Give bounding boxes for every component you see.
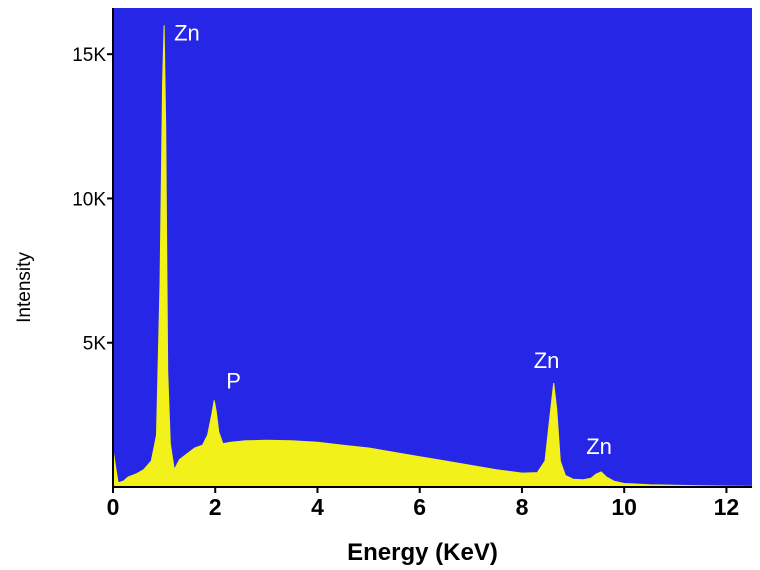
y-tick-label: 5K (83, 334, 107, 355)
y-axis-title: Intensity (14, 252, 35, 323)
plot-background (113, 8, 752, 487)
peak-label: Zn (586, 434, 612, 459)
peak-label: Zn (534, 348, 560, 373)
y-tick-label: 15K (72, 45, 106, 66)
x-axis-title: Energy (KeV) (347, 539, 498, 566)
axes-layer: 0 2 4 6 8 10 12 5K 10K 15K (72, 8, 752, 520)
marks-layer: Zn P Zn Zn (112, 20, 753, 488)
y-tick-label: 10K (72, 189, 106, 210)
x-tick-label: 6 (413, 494, 426, 520)
spectrum-area (112, 25, 753, 488)
x-tick-label: 8 (516, 494, 529, 520)
x-tick-label: 10 (611, 494, 637, 520)
x-tick-label: 12 (714, 494, 740, 520)
x-tick-label: 4 (311, 494, 324, 520)
x-tick-label: 0 (107, 494, 120, 520)
peak-label: P (226, 368, 241, 393)
x-tick-label: 2 (209, 494, 222, 520)
peak-label: Zn (174, 20, 200, 45)
